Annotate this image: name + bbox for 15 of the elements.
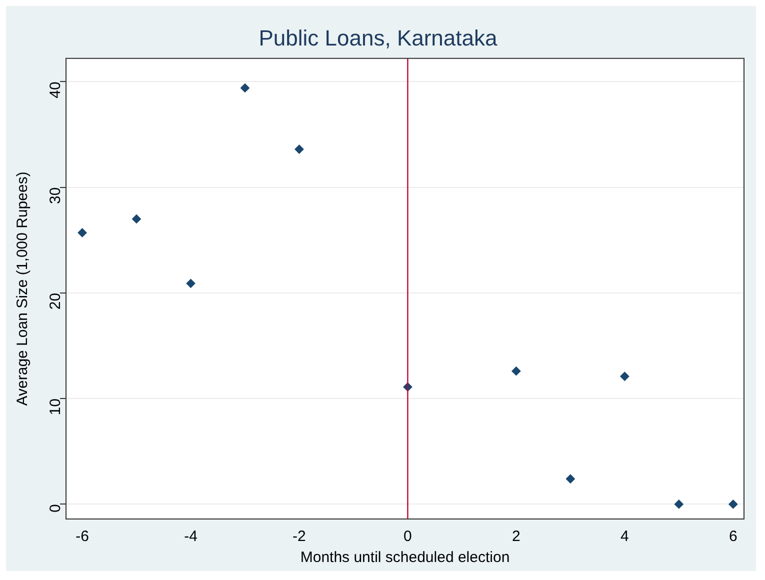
- y-tick-label: 30: [47, 187, 64, 204]
- x-tick-label: 2: [512, 528, 520, 546]
- chart-title: Public Loans, Karnataka: [258, 25, 498, 50]
- y-tick-label: 10: [47, 398, 64, 416]
- y-tick-label: 20: [47, 292, 64, 310]
- y-tick-label: 0: [47, 504, 64, 513]
- x-tick-label: -2: [292, 528, 306, 546]
- x-tick-label: 0: [404, 528, 412, 546]
- x-axis-title: Months until scheduled election: [300, 549, 510, 566]
- x-tick-label: -6: [76, 528, 89, 546]
- x-tick-label: 4: [620, 528, 629, 546]
- y-axis-title: Average Loan Size (1,000 Rupees): [14, 172, 32, 406]
- y-tick-label: 40: [47, 82, 64, 98]
- x-tick-label: -4: [184, 528, 198, 546]
- x-tick-label: 6: [728, 528, 738, 546]
